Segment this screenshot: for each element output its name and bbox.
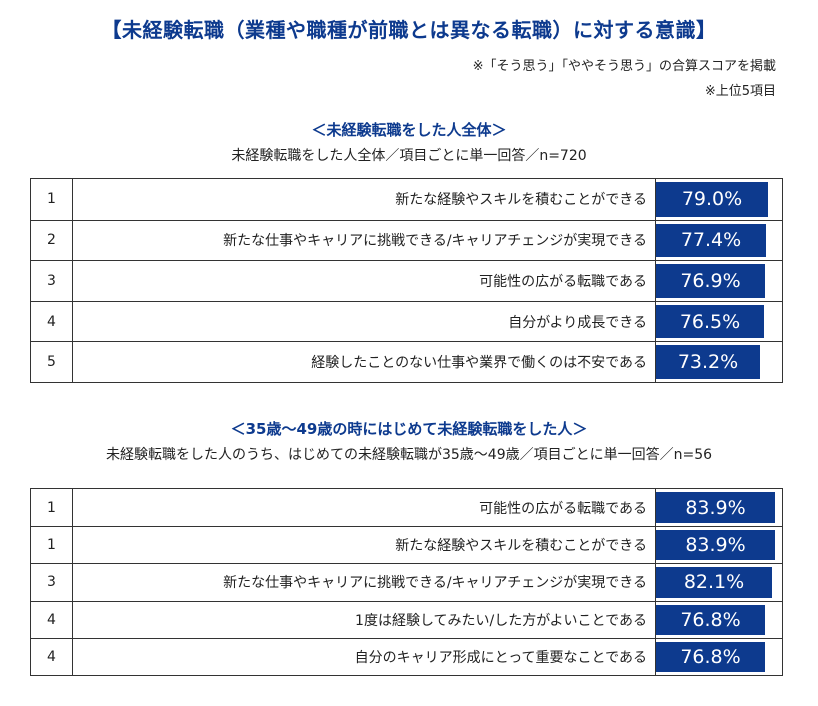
- value-bar: 82.1%: [656, 567, 772, 598]
- value-cell: 73.2%: [656, 342, 782, 382]
- section-subtitle-35-49: 未経験転職をした人のうち、はじめての未経験転職が35歳～49歳／項目ごとに単一回…: [105, 447, 713, 463]
- rank-cell: 3: [31, 261, 73, 301]
- page-title: 【未経験転職（業種や職種が前職とは異なる転職）に対する意識】: [101, 18, 717, 42]
- rank-cell: 1: [31, 179, 73, 220]
- table-row: 1 可能性の広がる転職である 83.9%: [31, 489, 782, 527]
- ranking-table-35-49: 1 可能性の広がる転職である 83.9% 1 新たな経験やスキルを積むことができる 83.…: [30, 488, 783, 676]
- value-cell: 76.5%: [656, 302, 782, 342]
- value-bar: 76.9%: [656, 264, 765, 298]
- value-cell: 76.8%: [656, 639, 782, 675]
- value-cell: 79.0%: [656, 179, 782, 220]
- ranking-table-all: 1 新たな経験やスキルを積むことができる 79.0% 2 新たな仕事やキャリアに挑戦でき…: [30, 178, 783, 383]
- table-row: 3 可能性の広がる転職である 76.9%: [31, 260, 782, 301]
- item-label: 可能性の広がる転職である: [73, 489, 656, 527]
- value-cell: 77.4%: [656, 221, 782, 261]
- table-row: 4 自分がより成長できる 76.5%: [31, 300, 782, 342]
- top-items-note: ※上位5項目: [704, 84, 776, 99]
- section-subtitle-all: 未経験転職をした人全体／項目ごとに単一回答／n=720: [231, 148, 587, 164]
- value-cell: 83.9%: [656, 489, 782, 526]
- table-row: 5 経験したことのない仕事や業界で働くのは不安である 73.2%: [31, 341, 782, 382]
- section-title-all: ＜未経験転職をした人全体＞: [311, 121, 507, 139]
- value-bar: 76.5%: [656, 304, 764, 339]
- rank-cell: 1: [31, 527, 73, 564]
- value-cell: 76.8%: [656, 602, 782, 638]
- rank-cell: 3: [31, 564, 73, 601]
- item-label: 可能性の広がる転職である: [73, 261, 656, 301]
- score-note: ※「そう思う」「ややそう思う」の合算スコアを掲載: [472, 59, 776, 74]
- value-bar: 73.2%: [656, 345, 760, 379]
- table-row: 2 新たな仕事やキャリアに挑戦できる/キャリアチェンジが実現できる 77.4%: [31, 219, 782, 261]
- item-label: 新たな経験やスキルを積むことができる: [73, 179, 656, 220]
- value-bar: 79.0%: [656, 182, 768, 217]
- value-bar: 76.8%: [656, 641, 765, 672]
- item-label: 自分がより成長できる: [73, 301, 656, 342]
- rank-cell: 4: [31, 301, 73, 342]
- value-bar: 83.9%: [656, 492, 775, 524]
- item-label: 新たな仕事やキャリアに挑戦できる/キャリアチェンジが実現できる: [73, 564, 656, 601]
- table-row: 1 新たな経験やスキルを積むことができる 83.9%: [31, 526, 782, 564]
- value-bar: 77.4%: [656, 223, 766, 258]
- value-bar: 76.8%: [656, 604, 765, 635]
- item-label: 新たな仕事やキャリアに挑戦できる/キャリアチェンジが実現できる: [73, 220, 656, 261]
- table-row: 1 新たな経験やスキルを積むことができる 79.0%: [31, 179, 782, 220]
- rank-cell: 5: [31, 342, 73, 382]
- rank-cell: 4: [31, 638, 73, 675]
- table-row: 3 新たな仕事やキャリアに挑戦できる/キャリアチェンジが実現できる 82.1%: [31, 563, 782, 601]
- item-label: 1度は経験してみたい/した方がよいことである: [73, 601, 656, 638]
- value-cell: 82.1%: [656, 564, 782, 600]
- item-label: 新たな経験やスキルを積むことができる: [73, 527, 656, 564]
- section-title-35-49: ＜35歳～49歳の時にはじめて未経験転職をした人＞: [230, 420, 588, 438]
- value-cell: 76.9%: [656, 261, 782, 301]
- rank-cell: 2: [31, 220, 73, 261]
- table-row: 4 1度は経験してみたい/した方がよいことである 76.8%: [31, 600, 782, 638]
- table-row: 4 自分のキャリア形成にとって重要なことである 76.8%: [31, 637, 782, 675]
- rank-cell: 4: [31, 601, 73, 638]
- item-label: 自分のキャリア形成にとって重要なことである: [73, 638, 656, 675]
- value-cell: 83.9%: [656, 527, 782, 563]
- item-label: 経験したことのない仕事や業界で働くのは不安である: [73, 342, 656, 382]
- rank-cell: 1: [31, 489, 73, 527]
- value-bar: 83.9%: [656, 530, 775, 561]
